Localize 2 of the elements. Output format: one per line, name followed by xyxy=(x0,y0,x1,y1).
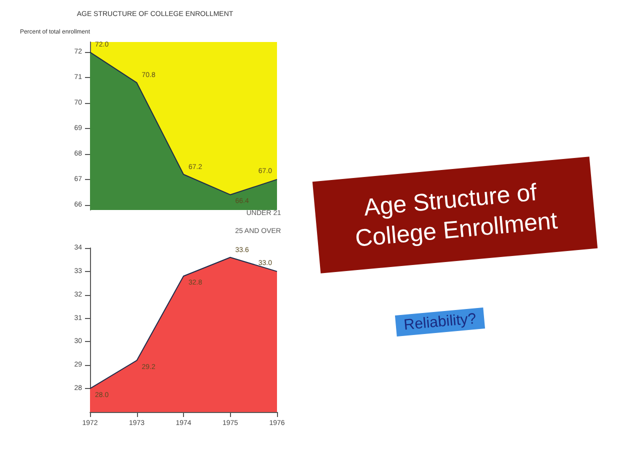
text: Reliability? xyxy=(403,310,477,334)
text: Age Structure of College Enrollment xyxy=(354,178,559,253)
